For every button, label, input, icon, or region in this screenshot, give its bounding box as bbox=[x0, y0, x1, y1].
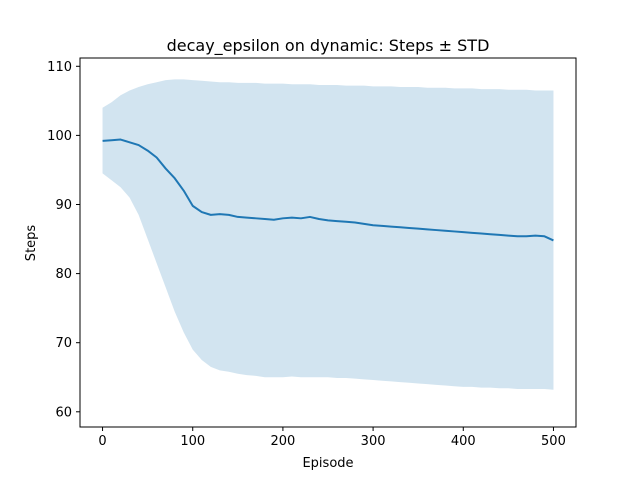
x-tick-label: 200 bbox=[270, 434, 295, 449]
x-tick-label: 500 bbox=[541, 434, 566, 449]
y-tick-label: 60 bbox=[55, 405, 72, 420]
y-tick-label: 110 bbox=[47, 60, 72, 75]
y-axis-label: Steps bbox=[24, 225, 39, 262]
y-tick-label: 100 bbox=[47, 129, 72, 144]
chart-title: decay_epsilon on dynamic: Steps ± STD bbox=[167, 36, 490, 56]
y-tick-label: 70 bbox=[55, 336, 72, 351]
x-tick-label: 300 bbox=[361, 434, 386, 449]
x-tick-label: 100 bbox=[180, 434, 205, 449]
x-tick-label: 400 bbox=[451, 434, 476, 449]
y-tick-label: 90 bbox=[55, 198, 72, 213]
x-tick-label: 0 bbox=[98, 434, 106, 449]
y-tick-label: 80 bbox=[55, 267, 72, 282]
x-axis-label: Episode bbox=[302, 456, 353, 471]
